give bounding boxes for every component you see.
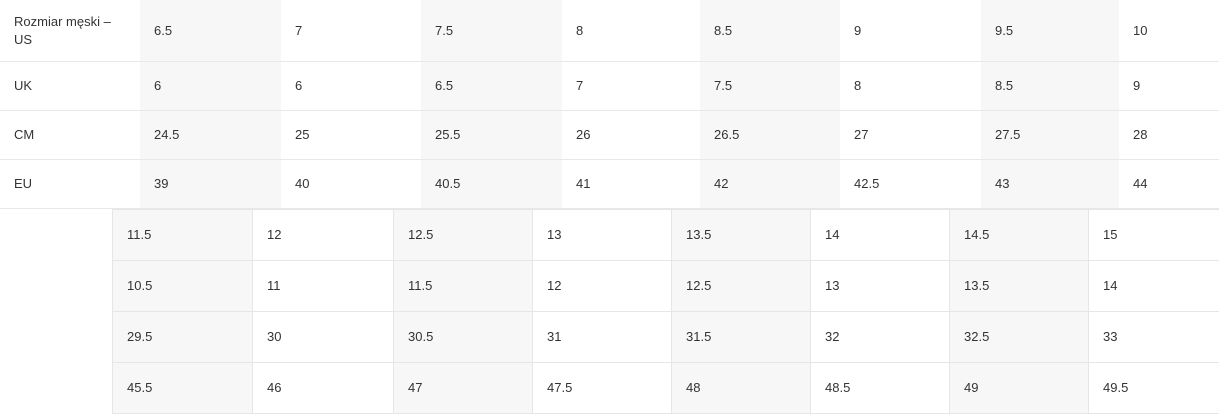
cell-uk-8: 9 (1119, 61, 1219, 111)
cell-us-6: 9 (840, 0, 981, 62)
cell-uk-7: 8.5 (981, 61, 1119, 111)
cell2-eu-4: 47.5 (532, 362, 672, 414)
cell-us-2: 7 (281, 0, 421, 62)
cell2-cm-1: 29.5 (112, 311, 253, 363)
cell2-us-7: 14.5 (949, 209, 1089, 261)
cell2-us-2: 12 (252, 209, 394, 261)
table-row: 11.5 12 12.5 13 13.5 14 14.5 15 15.5 (112, 209, 1219, 261)
cell-cm-1: 24.5 (140, 110, 281, 160)
row-label-us: Rozmiar męski – US (0, 0, 140, 62)
cell2-us-1: 11.5 (112, 209, 253, 261)
cell2-uk-1: 10.5 (112, 260, 253, 312)
cell-us-8: 10 (1119, 0, 1219, 62)
cell2-uk-8: 14 (1088, 260, 1219, 312)
cell-eu-7: 43 (981, 159, 1119, 209)
cell-us-7: 9.5 (981, 0, 1119, 62)
table-row: 45.5 46 47 47.5 48 48.5 49 49.5 50 (112, 362, 1219, 414)
cell-eu-5: 42 (700, 159, 840, 209)
cell-uk-2: 6 (281, 61, 421, 111)
cell2-eu-7: 49 (949, 362, 1089, 414)
table-row: 10.5 11 11.5 12 12.5 13 13.5 14 14.5 (112, 260, 1219, 312)
table-row: EU 39 40 40.5 41 42 42.5 43 44 44.5 45 (0, 159, 1219, 209)
cell-uk-3: 6.5 (421, 61, 562, 111)
table-row: 29.5 30 30.5 31 31.5 32 32.5 33 33.5 (112, 311, 1219, 363)
cell-eu-1: 39 (140, 159, 281, 209)
cell2-eu-6: 48.5 (810, 362, 950, 414)
size-table-top: Rozmiar męski – US 6.5 7 7.5 8 8.5 9 9.5… (0, 0, 1219, 209)
cell2-eu-3: 47 (393, 362, 533, 414)
cell2-us-3: 12.5 (393, 209, 533, 261)
cell-cm-5: 26.5 (700, 110, 840, 160)
cell2-eu-8: 49.5 (1088, 362, 1219, 414)
cell2-uk-3: 11.5 (393, 260, 533, 312)
cell-cm-7: 27.5 (981, 110, 1119, 160)
cell-us-5: 8.5 (700, 0, 840, 62)
cell2-uk-4: 12 (532, 260, 672, 312)
cell-eu-4: 41 (562, 159, 700, 209)
cell2-us-5: 13.5 (671, 209, 811, 261)
cell2-cm-6: 32 (810, 311, 950, 363)
cell-eu-8: 44 (1119, 159, 1219, 209)
cell-cm-6: 27 (840, 110, 981, 160)
cell2-eu-2: 46 (252, 362, 394, 414)
table-row: Rozmiar męski – US 6.5 7 7.5 8 8.5 9 9.5… (0, 0, 1219, 62)
cell2-cm-4: 31 (532, 311, 672, 363)
cell2-eu-1: 45.5 (112, 362, 253, 414)
cell2-us-8: 15 (1088, 209, 1219, 261)
size-table-bottom-body: 11.5 12 12.5 13 13.5 14 14.5 15 15.5 10.… (112, 209, 1219, 414)
cell2-eu-5: 48 (671, 362, 811, 414)
cell-cm-3: 25.5 (421, 110, 562, 160)
cell-eu-2: 40 (281, 159, 421, 209)
cell2-uk-5: 12.5 (671, 260, 811, 312)
cell-cm-4: 26 (562, 110, 700, 160)
table-row: CM 24.5 25 25.5 26 26.5 27 27.5 28 28.5 … (0, 110, 1219, 160)
cell2-uk-2: 11 (252, 260, 394, 312)
cell-cm-2: 25 (281, 110, 421, 160)
cell-cm-8: 28 (1119, 110, 1219, 160)
table-row: UK 6 6 6.5 7 7.5 8 8.5 9 9.5 10 (0, 61, 1219, 111)
cell2-cm-8: 33 (1088, 311, 1219, 363)
cell-us-4: 8 (562, 0, 700, 62)
size-table-top-body: Rozmiar męski – US 6.5 7 7.5 8 8.5 9 9.5… (0, 0, 1219, 209)
cell2-us-4: 13 (532, 209, 672, 261)
cell2-us-6: 14 (810, 209, 950, 261)
row-label-cm: CM (0, 110, 140, 160)
cell2-cm-2: 30 (252, 311, 394, 363)
cell-us-1: 6.5 (140, 0, 281, 62)
cell-uk-6: 8 (840, 61, 981, 111)
cell-uk-4: 7 (562, 61, 700, 111)
size-table-bottom: 11.5 12 12.5 13 13.5 14 14.5 15 15.5 10.… (112, 209, 1219, 414)
cell-eu-6: 42.5 (840, 159, 981, 209)
cell2-uk-6: 13 (810, 260, 950, 312)
cell-uk-5: 7.5 (700, 61, 840, 111)
row-label-uk: UK (0, 61, 140, 111)
cell2-cm-5: 31.5 (671, 311, 811, 363)
cell-uk-1: 6 (140, 61, 281, 111)
cell2-uk-7: 13.5 (949, 260, 1089, 312)
cell2-cm-7: 32.5 (949, 311, 1089, 363)
row-label-eu: EU (0, 159, 140, 209)
cell2-cm-3: 30.5 (393, 311, 533, 363)
cell-us-3: 7.5 (421, 0, 562, 62)
cell-eu-3: 40.5 (421, 159, 562, 209)
